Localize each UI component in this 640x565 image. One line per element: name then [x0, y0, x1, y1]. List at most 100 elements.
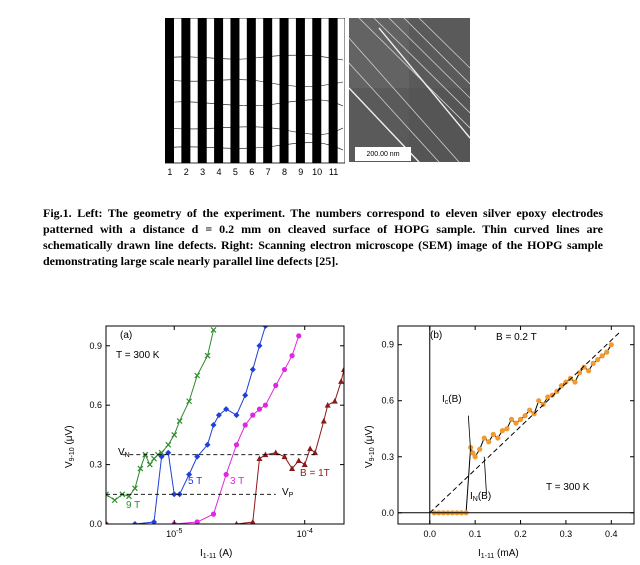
electrode-number-7: 7	[266, 167, 271, 177]
electrode-bar-2	[181, 18, 191, 163]
y-tick-label: 0.6	[89, 400, 102, 410]
data-point	[295, 457, 302, 464]
series-line	[106, 335, 300, 524]
data-point	[477, 446, 483, 452]
electrode-number-3: 3	[200, 167, 205, 177]
data-point	[486, 439, 492, 445]
electrode-bar-1	[165, 18, 174, 163]
data-point	[289, 465, 296, 471]
data-point	[513, 420, 519, 426]
data-point	[250, 412, 256, 418]
plot-a: 0.0 0.3 0.6 0.9 10-5 10-4 (a) T = 300 K VN VP…	[64, 325, 345, 560]
electrode-bar-7	[263, 18, 273, 163]
data-point	[256, 406, 263, 412]
data-point	[472, 454, 478, 460]
electrode-number-5: 5	[233, 167, 238, 177]
data-point	[504, 426, 510, 432]
x-tick-label: 0.3	[560, 529, 573, 539]
x-tick-label: 0.4	[605, 529, 618, 539]
data-point	[234, 520, 239, 524]
y-tick-label: 0.9	[89, 341, 102, 351]
data-point	[558, 383, 564, 389]
data-point	[576, 370, 583, 376]
electrode-bar-5	[230, 18, 240, 163]
electrode-bar-8	[279, 18, 289, 163]
data-point	[249, 366, 256, 373]
x-tick-label: 10-5	[166, 528, 182, 539]
data-point	[256, 342, 263, 349]
plot-b-temperature: T = 300 K	[546, 482, 590, 493]
data-point	[307, 445, 314, 452]
data-point	[549, 392, 555, 398]
plot-a-temperature: T = 300 K	[116, 350, 160, 361]
data-point	[289, 353, 295, 359]
series-2	[106, 333, 302, 524]
x-tick-label: 0.2	[514, 529, 527, 539]
electrode-number-10: 10	[312, 167, 322, 177]
series-3	[106, 366, 344, 524]
data-point	[132, 485, 138, 492]
data-point	[194, 453, 201, 460]
data-point	[312, 449, 319, 456]
data-point	[262, 402, 269, 408]
electrode-number-11: 11	[329, 167, 338, 177]
data-point	[223, 471, 229, 478]
data-point	[599, 353, 605, 359]
data-point	[210, 327, 217, 333]
x-tick-label: 0.1	[469, 529, 482, 539]
series-line	[106, 369, 344, 524]
data-point	[320, 417, 327, 424]
ic-pointer	[467, 415, 472, 452]
data-point	[567, 375, 574, 381]
plot-b-panel-label: (b)	[430, 330, 442, 341]
electrode-numbers: 1 2 3 4 5 6 7 8 9 10 11	[167, 167, 338, 177]
data-point	[186, 471, 193, 478]
data-point	[338, 378, 344, 384]
series-1t-label: B = 1T	[300, 468, 330, 479]
data-point	[527, 407, 533, 413]
y-tick-label: 0.0	[381, 508, 394, 518]
y-tick-label: 0.3	[89, 460, 102, 470]
electrode-number-8: 8	[282, 167, 287, 177]
defect-lines	[166, 54, 344, 151]
data-point	[262, 326, 269, 329]
data-point	[223, 406, 230, 413]
data-point	[131, 521, 138, 524]
electrode-number-9: 9	[298, 167, 303, 177]
electrode-bar-9	[295, 18, 305, 163]
data-point	[171, 431, 178, 438]
plot-b-field: B = 0.2 T	[496, 332, 537, 343]
y-tick-label: 0.3	[381, 452, 394, 462]
data-point	[272, 449, 279, 456]
data-point	[586, 368, 592, 374]
y-tick-label: 0.6	[381, 396, 394, 406]
data-point	[481, 435, 487, 441]
data-point	[608, 342, 614, 348]
data-point	[331, 398, 338, 404]
data-point	[242, 422, 248, 428]
data-point	[341, 366, 344, 372]
data-point	[233, 442, 240, 448]
data-point	[554, 388, 560, 394]
electrode-number-1: 1	[167, 167, 172, 177]
electrode-bar-11	[328, 18, 338, 163]
data-point	[137, 465, 144, 472]
y-tick-label: 0.0	[89, 519, 102, 529]
electrode-bar-3	[197, 18, 207, 163]
data-point	[176, 418, 183, 424]
series-5t-label: 5 T	[188, 476, 202, 487]
plot-frame	[105, 325, 345, 525]
data-point	[296, 333, 302, 339]
plot-a-y-axis-label: V9-10 (μV)	[64, 425, 76, 468]
y-tick-label: 0.9	[381, 340, 394, 350]
data-point	[490, 431, 496, 437]
data-point	[194, 372, 201, 379]
data-point	[281, 453, 288, 460]
data-point	[250, 518, 256, 524]
plot-b: 0.0 0.3 0.6 0.9 0.0 0.1 0.2 0.3 0.4 (b) B = 0.2 …	[364, 325, 635, 560]
plot-b-in-label: IN(B)	[470, 491, 491, 503]
data-point	[215, 412, 222, 419]
figure-caption: Fig.1. Left: The geometry of the experim…	[43, 206, 603, 268]
data-point	[165, 441, 172, 448]
data-point	[301, 461, 308, 467]
